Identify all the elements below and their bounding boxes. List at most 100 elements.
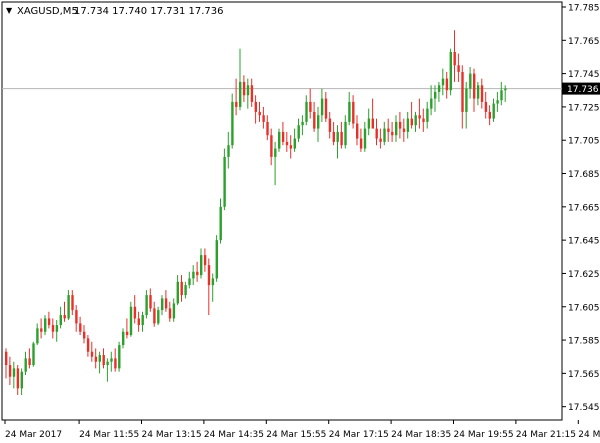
candle-body — [492, 103, 495, 119]
candle — [383, 121, 386, 146]
candle-body — [63, 315, 66, 319]
candle — [129, 301, 133, 337]
candle-body — [79, 323, 82, 332]
candle — [192, 265, 195, 286]
candle-body — [371, 118, 374, 129]
candle-body — [344, 121, 347, 146]
price-tick-label: 17.565 — [568, 370, 600, 380]
candle-body — [196, 271, 199, 276]
candle — [488, 105, 491, 126]
candle-body — [125, 331, 129, 336]
candle-body — [235, 101, 238, 107]
candle-body — [137, 318, 140, 326]
candle — [465, 81, 468, 129]
candle — [301, 115, 304, 136]
candle-body — [184, 285, 187, 296]
candle-body — [211, 278, 215, 286]
candle — [422, 108, 425, 132]
candle-body — [180, 281, 183, 296]
candle — [340, 121, 343, 149]
candle-body — [437, 85, 441, 92]
candle — [476, 81, 480, 106]
candle — [270, 128, 273, 166]
candle-body — [414, 115, 417, 126]
candle — [5, 348, 8, 379]
price-tick-label: 17.705 — [568, 137, 600, 147]
candle-body — [47, 318, 51, 326]
candle-body — [309, 101, 312, 112]
candle — [188, 271, 191, 289]
time-tick-label: 24 Mar 2017 — [5, 430, 62, 440]
candle — [402, 118, 406, 142]
candle — [336, 125, 339, 159]
candle — [258, 101, 261, 122]
price-tick-label: 17.645 — [568, 237, 600, 247]
price-tick-label: 17.785 — [568, 3, 600, 13]
candle-body — [387, 128, 390, 132]
price-axis[interactable]: 17.785 17.765 17.745 17.725 17.705 17.685 17.6… — [562, 3, 600, 413]
chart-header: ▼ XAGUSD,M5 17.734 17.740 17.731 17.736 — [6, 6, 224, 17]
candle-body — [504, 88, 507, 91]
candle-body — [90, 351, 94, 357]
candle — [313, 101, 316, 132]
price-tick-label: 17.745 — [568, 70, 600, 80]
time-tick-label: 24 Mar 11:55 — [79, 430, 139, 440]
candle-body — [348, 101, 351, 122]
time-axis[interactable]: 24 Mar 2017 24 Mar 11:55 24 Mar 13:15 24 Ma… — [4, 420, 600, 440]
candle-body — [359, 138, 363, 149]
candle-body — [266, 121, 269, 136]
candle-body — [352, 101, 355, 124]
candle — [266, 115, 269, 141]
candle — [367, 108, 371, 136]
candle — [344, 115, 347, 149]
candle — [379, 128, 382, 149]
candle-body — [278, 131, 281, 149]
candle — [359, 128, 363, 152]
candle — [320, 88, 324, 122]
candle-body — [239, 81, 242, 107]
candle-body — [313, 111, 316, 129]
candle — [125, 318, 129, 339]
candle-body — [40, 328, 43, 332]
candle-body — [129, 306, 133, 336]
candle-body — [461, 71, 464, 112]
current-price-tag-bg — [562, 82, 600, 95]
candle — [500, 81, 503, 106]
candle — [122, 328, 125, 349]
candle — [215, 235, 218, 282]
candle — [371, 98, 374, 129]
candle — [24, 351, 27, 376]
candle-body — [153, 308, 156, 324]
candle-body — [223, 156, 226, 207]
candle — [231, 93, 234, 149]
candle — [457, 53, 460, 82]
candle-body — [102, 355, 105, 366]
candle-body — [231, 101, 234, 146]
candle-body — [44, 318, 47, 332]
candle-body — [133, 306, 137, 319]
candle — [44, 315, 47, 336]
time-tick-label: 24 Mar 17:15 — [329, 430, 389, 440]
candle-body — [395, 121, 398, 136]
candle — [445, 71, 449, 99]
candle — [63, 301, 66, 322]
candle — [55, 320, 59, 342]
candle — [79, 316, 82, 336]
candle-body — [227, 145, 230, 157]
candle-body — [270, 135, 273, 157]
candles-layer — [5, 30, 507, 396]
dropdown-arrow-icon[interactable]: ▼ — [6, 6, 13, 15]
candle — [180, 275, 183, 302]
plot-area[interactable] — [1, 1, 563, 421]
candle — [223, 148, 226, 211]
candle — [395, 115, 398, 142]
candle-body — [449, 51, 452, 91]
candle — [504, 85, 507, 102]
candle — [375, 118, 378, 146]
candle-body — [122, 331, 125, 346]
candle — [469, 66, 472, 99]
candle-body — [168, 308, 172, 319]
candle — [16, 365, 20, 396]
candle — [293, 128, 296, 152]
